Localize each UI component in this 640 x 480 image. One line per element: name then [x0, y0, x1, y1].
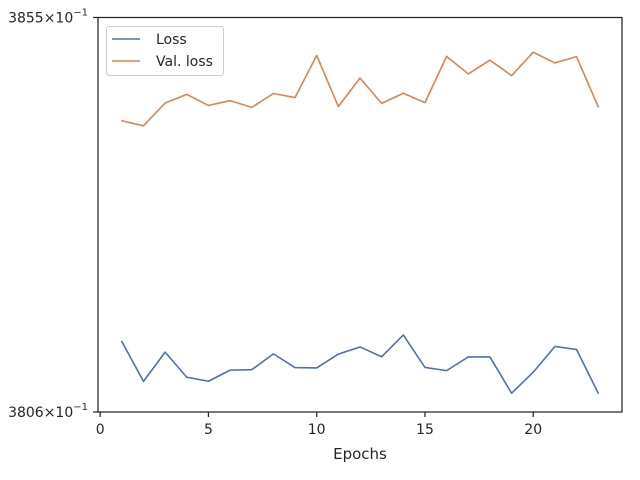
x-tick-label: 5: [204, 422, 213, 438]
x-axis-ticks: 0 5 10 15 20: [96, 412, 542, 438]
legend-label: Loss: [156, 32, 187, 48]
plot-frame: [97, 16, 623, 413]
legend-label: Val. loss: [156, 54, 213, 70]
x-tick-label: 20: [524, 422, 542, 438]
legend: Loss Val. loss: [106, 26, 224, 76]
x-tick-label: 10: [308, 422, 326, 438]
series-layer: [120, 51, 600, 395]
series-line-loss: [120, 334, 600, 395]
series-line-val-loss: [120, 51, 600, 127]
y-axis-ticks: 3806×10−1 3855×10−1: [8, 8, 98, 421]
x-tick-label: 15: [416, 422, 434, 438]
y-tick-label: 3806×10−1: [8, 402, 88, 421]
x-axis-label: Epochs: [333, 445, 387, 463]
y-tick-label: 3855×10−1: [8, 8, 88, 27]
x-tick-label: 0: [96, 422, 105, 438]
